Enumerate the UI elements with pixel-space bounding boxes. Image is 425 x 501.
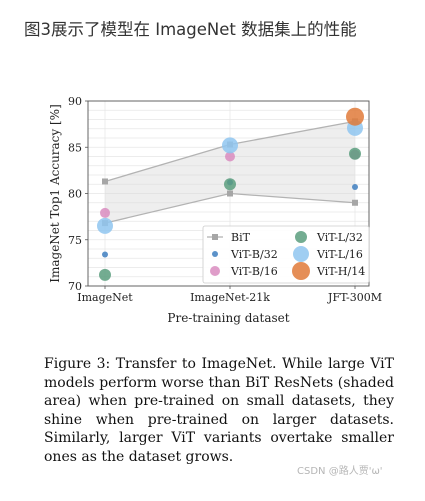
- legend-label: ViT-L/32: [316, 231, 363, 244]
- point-vit-l-32: [349, 147, 361, 160]
- x-axis-ticks: ImageNet ImageNet-21k JFT-300M: [77, 286, 382, 304]
- page-heading: 图3展示了模型在 ImageNet 数据集上的性能: [24, 20, 357, 39]
- point-vit-b-32: [352, 184, 358, 191]
- y-tick-label: 85: [68, 141, 82, 154]
- legend-label: ViT-H/14: [316, 265, 365, 278]
- x-tick-label: ImageNet-21k: [190, 291, 270, 304]
- y-tick-label: 75: [68, 234, 82, 247]
- bit-marker: [352, 199, 358, 206]
- watermark: CSDN @路人贾'ω': [297, 466, 383, 477]
- bit-marker: [102, 178, 108, 185]
- legend-bit-marker: [212, 234, 218, 240]
- legend: BiT ViT-B/32 ViT-B/16 ViT-L/32 ViT-L/16 ViT-H…: [202, 225, 370, 284]
- x-tick-label: ImageNet: [77, 291, 133, 304]
- legend-label: ViT-B/16: [230, 265, 278, 278]
- point-vit-b-16: [100, 207, 110, 218]
- point-vit-h-14: [346, 107, 364, 126]
- point-vit-b-32: [102, 251, 108, 258]
- x-tick-label: JFT-300M: [327, 291, 382, 304]
- legend-label: BiT: [231, 231, 251, 244]
- bit-marker: [227, 190, 233, 197]
- y-axis-label: ImageNet Top1 Accuracy [%]: [48, 104, 62, 283]
- point-vit-l-32: [224, 178, 236, 191]
- point-vit-b-16: [225, 151, 235, 162]
- legend-label: ViT-B/32: [230, 248, 278, 261]
- point-vit-l-16: [97, 217, 113, 234]
- x-axis-label: Pre-training dataset: [167, 311, 289, 325]
- legend-marker: [293, 246, 309, 262]
- legend-label: ViT-L/16: [316, 248, 363, 261]
- legend-box: [202, 225, 370, 284]
- series-points: [97, 107, 364, 281]
- point-vit-l-32: [99, 268, 111, 281]
- legend-marker: [295, 231, 307, 243]
- point-vit-l-16: [222, 137, 238, 154]
- figure-caption: Figure 3: Transfer to ImageNet. While la…: [44, 356, 394, 465]
- y-tick-label: 80: [68, 188, 82, 201]
- y-axis-ticks: 70 75 80 85 90: [68, 95, 88, 293]
- legend-marker: [210, 266, 220, 276]
- legend-marker: [292, 262, 310, 280]
- y-tick-label: 90: [68, 95, 82, 108]
- legend-marker: [212, 251, 218, 257]
- y-tick-label: 70: [68, 280, 82, 293]
